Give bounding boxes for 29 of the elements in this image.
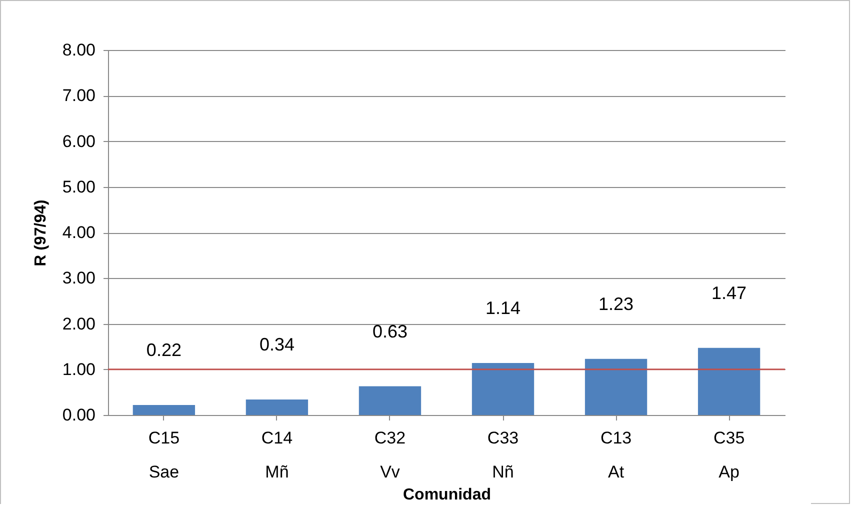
y-tick-label: 5.00 xyxy=(62,177,96,196)
y-tick-label: 6.00 xyxy=(62,132,96,151)
y-tick-label: 3.00 xyxy=(62,268,96,288)
x-tick-label: C35 Ap xyxy=(713,428,745,482)
x-tick-label: C13 At xyxy=(600,428,632,482)
data-label: 0.63 xyxy=(372,321,408,342)
bar xyxy=(472,362,534,415)
data-label: 1.23 xyxy=(598,294,634,314)
y-axis-title: R (97/94) xyxy=(32,200,50,266)
y-tick-label: 0.00 xyxy=(62,406,96,424)
y-tick-label: 4.00 xyxy=(62,223,96,242)
y-tick-label: 7.00 xyxy=(62,86,96,106)
x-tick-label: C14 Mñ xyxy=(261,428,293,482)
data-label: 0.22 xyxy=(146,340,182,360)
bar xyxy=(698,348,760,415)
bar xyxy=(358,386,422,415)
data-label: 1.47 xyxy=(712,282,747,303)
y-tick-label: 2.00 xyxy=(62,314,96,334)
x-tick-label: C15 Sae xyxy=(148,428,180,482)
bar xyxy=(584,358,648,415)
x-tick-label: C33 Nñ xyxy=(487,428,519,482)
bar xyxy=(132,404,196,415)
y-tick-label: 8.00 xyxy=(62,40,96,60)
x-tick-label: C32 Vv xyxy=(374,428,406,482)
x-axis-title: Comunidad xyxy=(403,486,491,504)
data-label: 0.34 xyxy=(259,334,294,354)
data-label: 1.14 xyxy=(485,298,521,318)
bar xyxy=(246,399,308,415)
y-tick-label: 1.00 xyxy=(62,360,96,379)
